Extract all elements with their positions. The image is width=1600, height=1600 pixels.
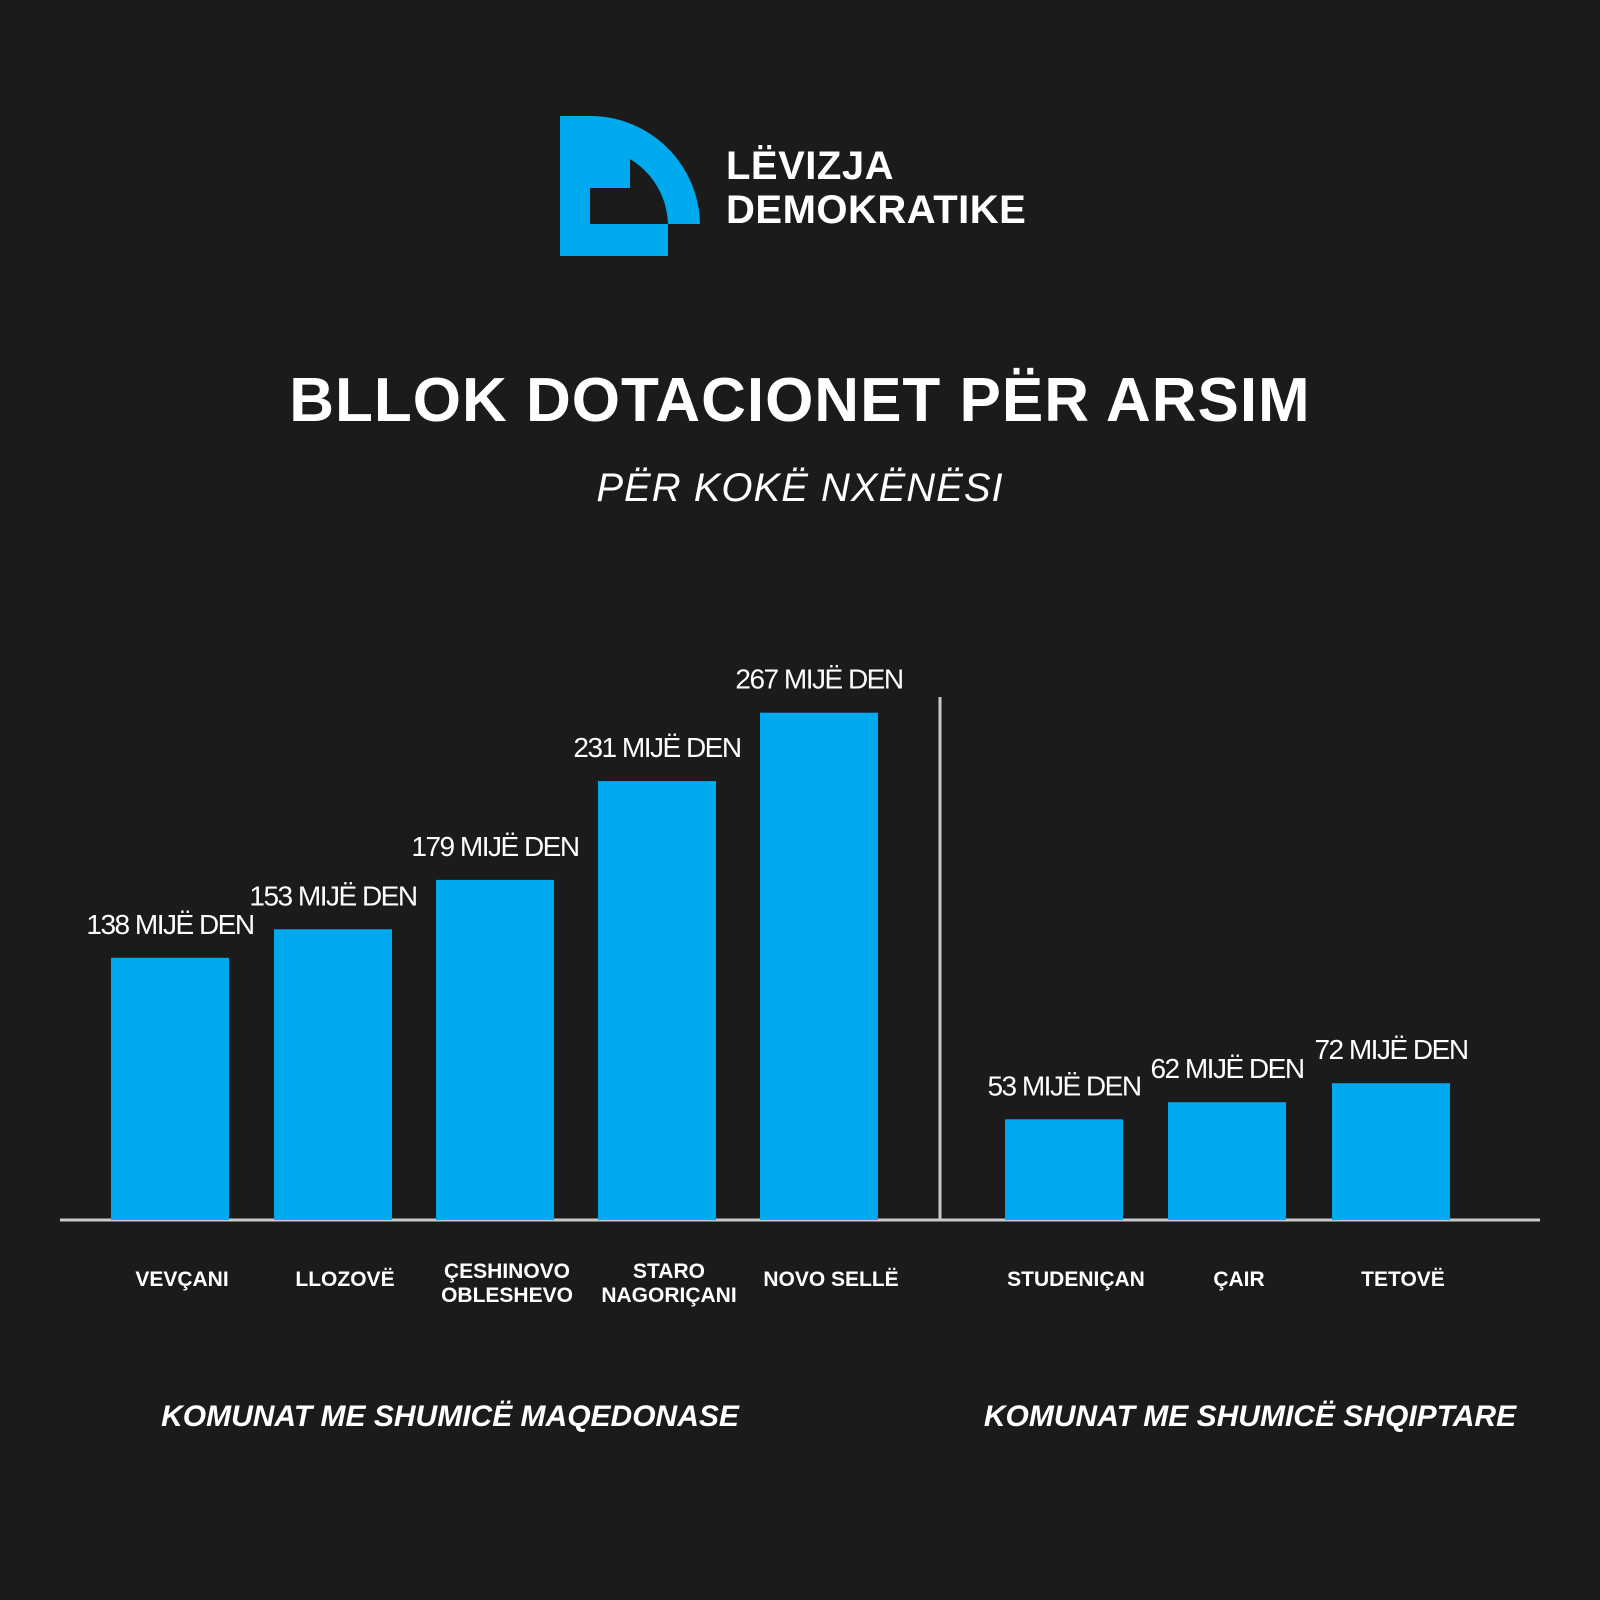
bar bbox=[760, 712, 878, 1220]
bar bbox=[598, 781, 716, 1220]
data-label: 138 MIJË DEN bbox=[86, 909, 253, 940]
data-label: 62 MIJË DEN bbox=[1150, 1053, 1303, 1084]
bar bbox=[1168, 1102, 1286, 1220]
category-tick-label: TETOVË bbox=[1361, 1268, 1445, 1291]
data-label: 72 MIJË DEN bbox=[1314, 1034, 1467, 1065]
chart-subtitle: PËR KOKË NXËNËSI bbox=[596, 466, 1004, 510]
bar bbox=[111, 957, 229, 1220]
chart-title: BLLOK DOTACIONET PËR ARSIM bbox=[289, 366, 1311, 435]
brand-name-line1: LËVIZJA bbox=[726, 144, 894, 188]
bar bbox=[1005, 1119, 1123, 1220]
group-label-macedonian: KOMUNAT ME SHUMICË MAQEDONASE bbox=[161, 1400, 739, 1433]
category-tick-label: OBLESHEVO bbox=[441, 1284, 573, 1307]
category-tick-label: ÇAIR bbox=[1213, 1268, 1264, 1291]
data-label: 53 MIJË DEN bbox=[987, 1070, 1140, 1101]
group-label-albanian: KOMUNAT ME SHUMICË SHQIPTARE bbox=[983, 1400, 1517, 1433]
bar bbox=[436, 879, 554, 1220]
brand-name-line2: DEMOKRATIKE bbox=[726, 188, 1027, 232]
data-label: 179 MIJË DEN bbox=[411, 831, 578, 862]
category-tick-label: NOVO SELLË bbox=[763, 1268, 898, 1291]
data-label: 231 MIJË DEN bbox=[573, 732, 740, 763]
bar bbox=[1332, 1083, 1450, 1220]
category-tick-label: STUDENIÇAN bbox=[1007, 1268, 1145, 1291]
category-tick-label: NAGORIÇANI bbox=[601, 1284, 736, 1307]
bar bbox=[274, 929, 392, 1220]
category-tick-label: VEVÇANI bbox=[135, 1268, 228, 1291]
data-label: 153 MIJË DEN bbox=[249, 880, 416, 911]
category-tick-label: STARO bbox=[633, 1260, 705, 1283]
category-tick-label: ÇESHINOVO bbox=[444, 1260, 570, 1283]
logo-icon bbox=[560, 116, 700, 256]
category-tick-label: LLOZOVË bbox=[295, 1268, 394, 1291]
data-label: 267 MIJË DEN bbox=[735, 664, 902, 695]
